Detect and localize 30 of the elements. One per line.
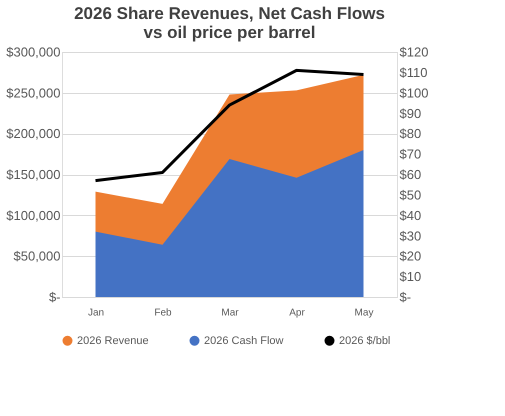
y2-tick-label: $30 (400, 228, 422, 244)
y2-tick-label: $90 (400, 106, 422, 121)
chart-title: 2026 Share Revenues, Net Cash Flows vs oil price per barrel (74, 4, 385, 42)
legend-label: 2026 Revenue (77, 334, 149, 347)
x-tick-label: May (354, 308, 374, 318)
x-tick-label: Jan (88, 308, 104, 318)
x-tick-label: Feb (154, 308, 172, 318)
y-tick-label: $- (48, 290, 60, 304)
y2-tick-label: $- (400, 290, 412, 304)
y-tick-label: $100,000 (6, 208, 60, 223)
y2-tick-label: $80 (400, 126, 422, 142)
y2-tick-label: $70 (400, 146, 422, 162)
y2-tick-label: $20 (400, 248, 422, 264)
y2-tick-label: $40 (400, 208, 422, 223)
y2-tick-label: $10 (400, 269, 422, 284)
y2-tick-label: $50 (400, 187, 422, 202)
y2-tick-label: $100 (400, 85, 428, 100)
legend-label: 2026 $/bbl (339, 334, 390, 347)
x-tick-label: Apr (289, 308, 306, 318)
line-series (94, 68, 365, 182)
legend-label: 2026 Cash Flow (204, 334, 284, 347)
x-tick-label: Mar (221, 308, 240, 318)
y-tick-label: $250,000 (6, 85, 60, 100)
y2-tick-label: $60 (400, 167, 422, 182)
y-tick-label: $150,000 (6, 167, 60, 182)
y2-tick-label: $120 (400, 44, 428, 60)
y2-tick-label: $110 (400, 64, 428, 80)
y-tick-label: $300,000 (6, 44, 60, 60)
y-tick-label: $50,000 (14, 248, 60, 264)
y-tick-label: $200,000 (6, 126, 60, 142)
